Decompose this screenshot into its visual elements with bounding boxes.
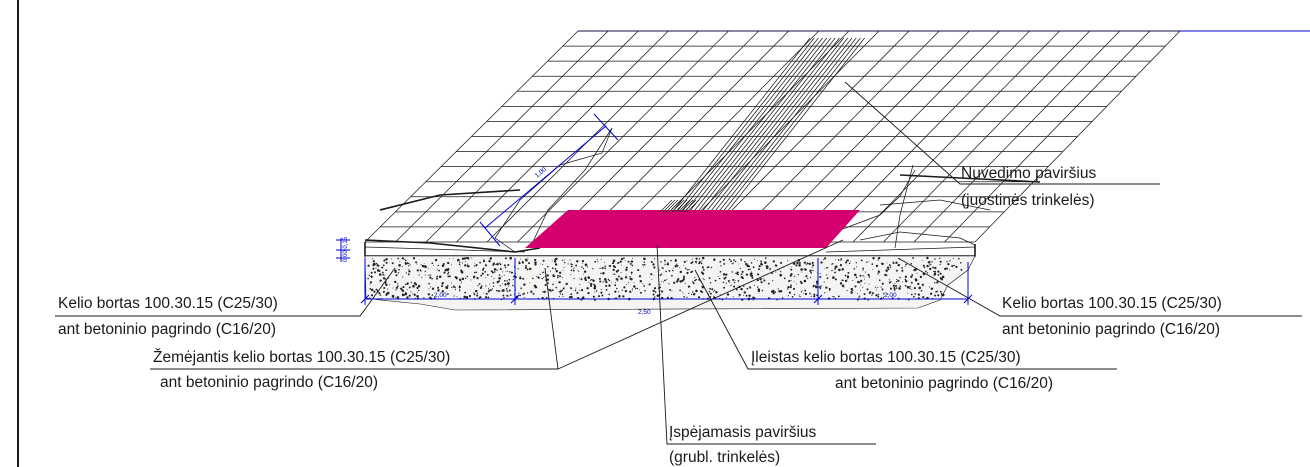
label-right-curb-title: Kelio bortas 100.30.15 (C25/30) bbox=[1002, 295, 1222, 312]
dim-left-segment: 2,00 bbox=[434, 292, 447, 299]
label-lowering-curb-subtitle: ant betoninio pagrindo (C16/20) bbox=[160, 374, 378, 391]
leader-sunk-curb bbox=[694, 269, 1117, 370]
label-nuvedimo-subtitle: (juostinės trinkelės) bbox=[961, 192, 1095, 209]
label-lowering-curb-title: Žemėjantis kelio bortas 100.30.15 (C25/3… bbox=[153, 349, 450, 366]
dim-curb-heights: 0,00 0,15 bbox=[343, 236, 349, 262]
leader-lowering-curb-2 bbox=[557, 239, 844, 370]
leader-right-curb bbox=[897, 257, 1302, 317]
label-left-curb-title: Kelio bortas 100.30.15 (C25/30) bbox=[58, 295, 278, 312]
guiding-stripes bbox=[669, 37, 865, 216]
leader-warning bbox=[656, 244, 876, 445]
dim-middle-segment: 2,50 bbox=[638, 309, 651, 316]
label-nuvedimo-title: Nuvedimo paviršius bbox=[961, 165, 1096, 182]
leader-left-curb bbox=[55, 267, 396, 317]
label-right-curb-subtitle: ant betoninio pagrindo (C16/20) bbox=[1002, 321, 1220, 338]
label-warning-title: Įspėjamasis paviršius bbox=[669, 424, 817, 441]
concrete-base bbox=[364, 255, 976, 311]
label-sunk-curb-subtitle: ant betoninio pagrindo (C16/20) bbox=[835, 375, 1053, 392]
label-left-curb-subtitle: ant betoninio pagrindo (C16/20) bbox=[58, 321, 276, 338]
dim-right-segment: 2,00 bbox=[884, 292, 897, 299]
leader-nuvedimo bbox=[844, 81, 1160, 185]
label-warning-subtitle: (grubl. trinkelės) bbox=[669, 449, 780, 466]
concrete-texture bbox=[367, 256, 963, 301]
warning-surface bbox=[525, 210, 860, 248]
leader-lines bbox=[55, 81, 1302, 445]
warning-surface-dots bbox=[659, 199, 700, 213]
label-sunk-curb-title: Įleistas kelio bortas 100.30.15 (C25/30) bbox=[751, 349, 1021, 366]
annotations: Nuvedimo paviršius (juostinės trinkelės)… bbox=[58, 165, 1222, 466]
dimension-lines bbox=[336, 113, 973, 305]
ramp-slope bbox=[364, 127, 1041, 253]
